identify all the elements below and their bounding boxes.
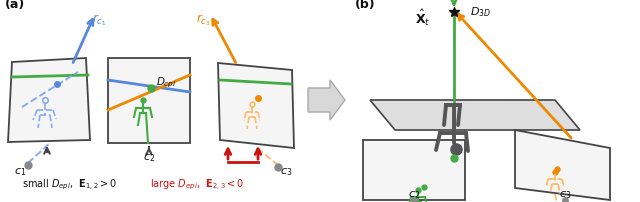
Text: $r_{c_1}$: $r_{c_1}$	[92, 12, 106, 27]
Text: $D_{cpi}$: $D_{cpi}$	[156, 75, 177, 90]
Text: (a): (a)	[5, 0, 25, 11]
Text: $c_3$: $c_3$	[559, 189, 571, 201]
Text: $c_2$: $c_2$	[143, 152, 155, 164]
Text: $D_{3D}$: $D_{3D}$	[470, 5, 491, 19]
Text: small $D_{epi}$,  $\mathbf{E}_{1,2} > 0$: small $D_{epi}$, $\mathbf{E}_{1,2} > 0$	[22, 178, 117, 192]
Text: $c_1$: $c_1$	[14, 166, 26, 178]
Text: $c_3$: $c_3$	[280, 166, 292, 178]
Polygon shape	[363, 140, 465, 200]
Text: (b): (b)	[355, 0, 376, 11]
Polygon shape	[370, 100, 580, 130]
Text: large $D_{epi}$,  $\mathbf{E}_{2,3} < 0$: large $D_{epi}$, $\mathbf{E}_{2,3} < 0$	[150, 178, 244, 192]
Polygon shape	[515, 130, 610, 200]
Text: $c_2$: $c_2$	[408, 189, 420, 201]
Text: $r_{c_3}$: $r_{c_3}$	[196, 12, 211, 27]
Text: $\hat{\mathbf{X}}_t$: $\hat{\mathbf{X}}_t$	[415, 8, 430, 28]
Polygon shape	[308, 80, 345, 120]
Polygon shape	[108, 58, 190, 143]
Polygon shape	[8, 58, 90, 142]
Polygon shape	[218, 63, 294, 148]
